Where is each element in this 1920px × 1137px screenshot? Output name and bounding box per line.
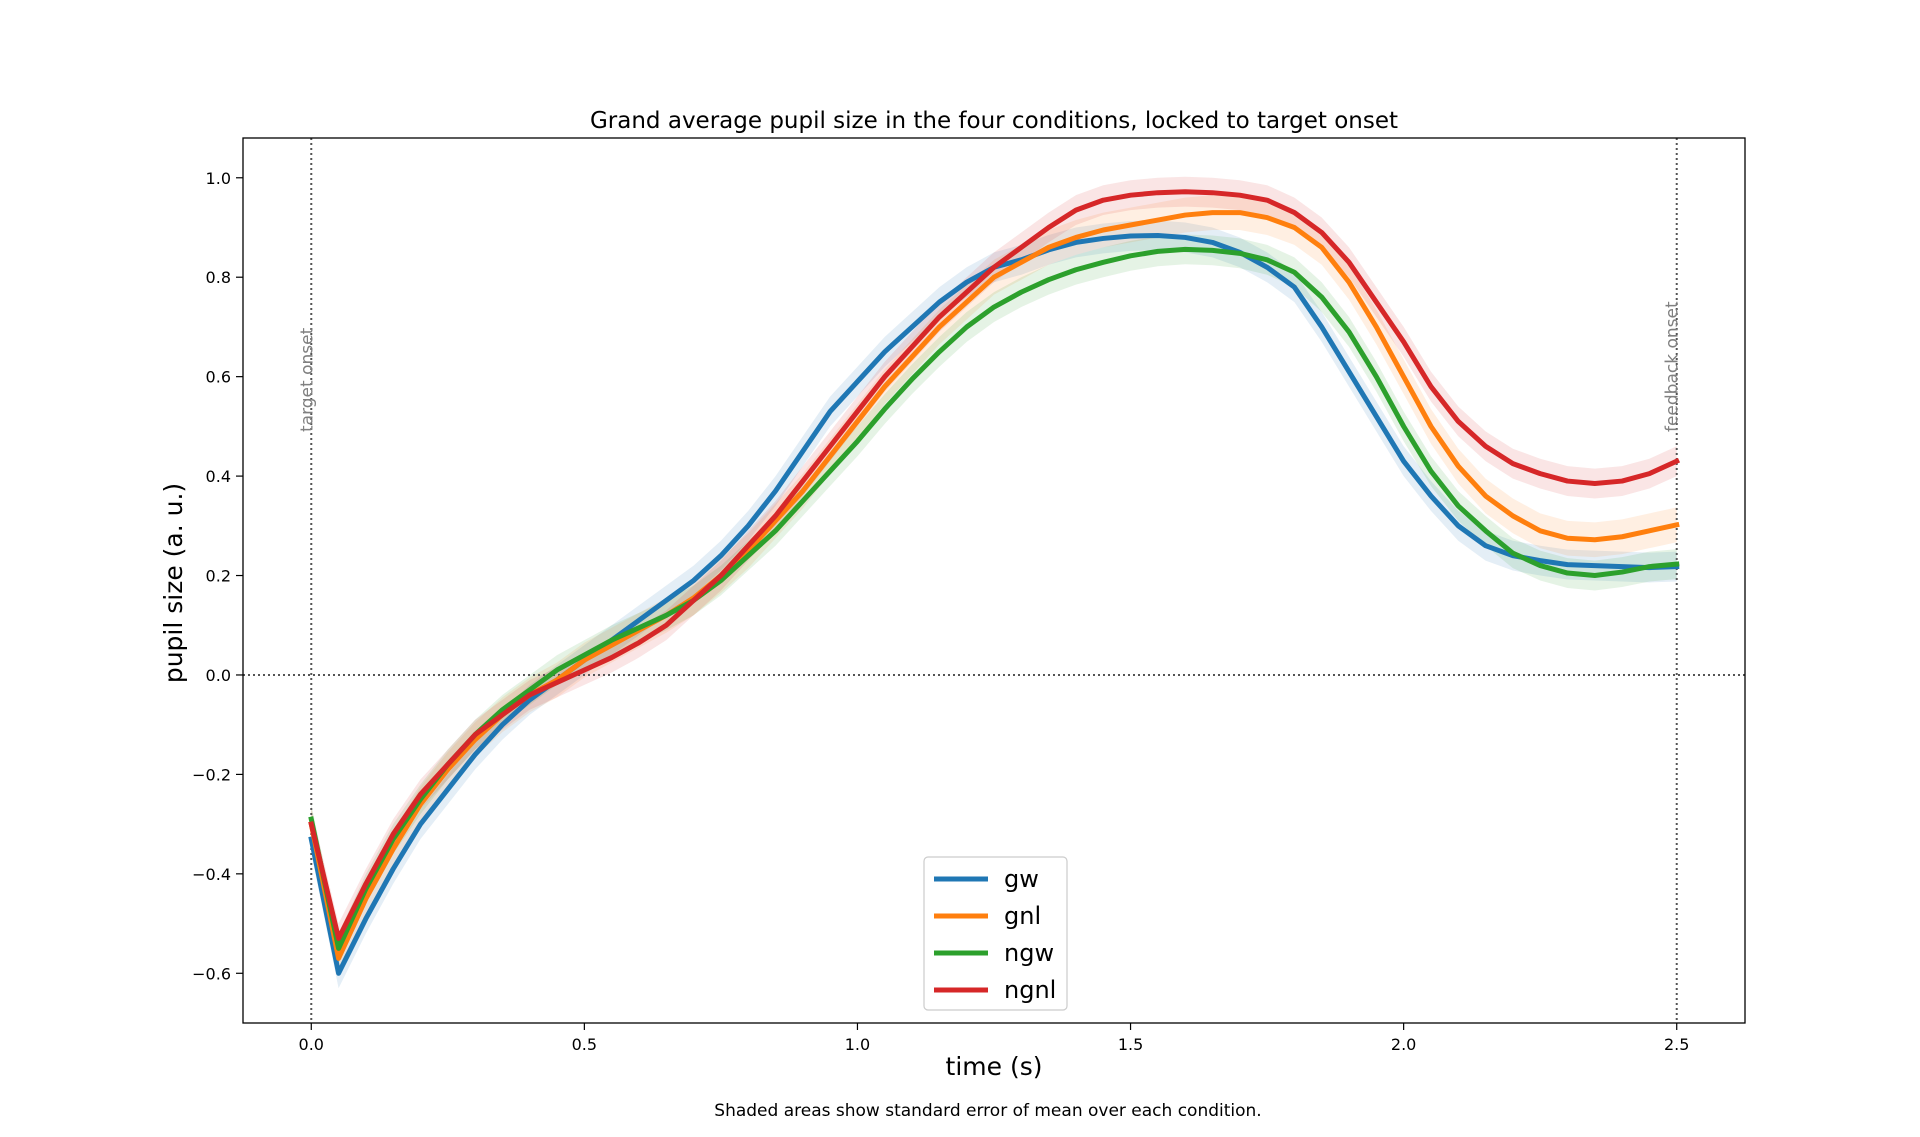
- annotation-feedback-onset: feedback onset: [1663, 301, 1683, 432]
- y-tick-label: −0.6: [192, 964, 231, 983]
- y-tick-label: 0.4: [206, 467, 231, 486]
- x-tick-label: 2.5: [1664, 1035, 1689, 1054]
- y-tick-label: 0.2: [206, 567, 231, 586]
- legend-label-gnl: gnl: [1004, 902, 1041, 930]
- series-line-ngnl: [308, 189, 1681, 941]
- legend-box: [923, 856, 1068, 1011]
- legend-label-ngw: ngw: [1004, 939, 1054, 967]
- plot-area: target onset feedback onset 0.0 0.5 1.0 1.5 2.…: [192, 137, 1746, 1054]
- plot-content: [243, 138, 1745, 1023]
- y-tick-label: 0.8: [206, 268, 231, 287]
- x-tick-label: 0.0: [299, 1035, 324, 1054]
- legend-label-ngnl: ngnl: [1004, 976, 1056, 1004]
- chart-caption: Shaded areas show standard error of mean…: [714, 1101, 1261, 1121]
- x-tick-label: 1.5: [1118, 1035, 1143, 1054]
- series-line-ngw: [308, 246, 1680, 951]
- y-tick-label: −0.4: [192, 865, 231, 884]
- axes-frame: [242, 137, 1746, 1024]
- y-tick-label: 0.0: [206, 666, 231, 685]
- x-tick-label: 2.0: [1391, 1035, 1416, 1054]
- legend-label-gw: gw: [1004, 865, 1039, 893]
- x-axis-label: time (s): [946, 1052, 1043, 1081]
- annotation-target-onset: target onset: [297, 327, 317, 432]
- legend: gw gnl ngw ngnl: [923, 856, 1068, 1011]
- y-tick-label: 0.6: [206, 368, 231, 387]
- x-tick-label: 1.0: [845, 1035, 870, 1054]
- chart-title: Grand average pupil size in the four con…: [590, 108, 1398, 134]
- y-tick-label: 1.0: [206, 169, 231, 188]
- x-tick-label: 0.5: [572, 1035, 597, 1054]
- y-axis-label: pupil size (a. u.): [159, 483, 188, 683]
- y-tick-label: −0.2: [192, 765, 231, 784]
